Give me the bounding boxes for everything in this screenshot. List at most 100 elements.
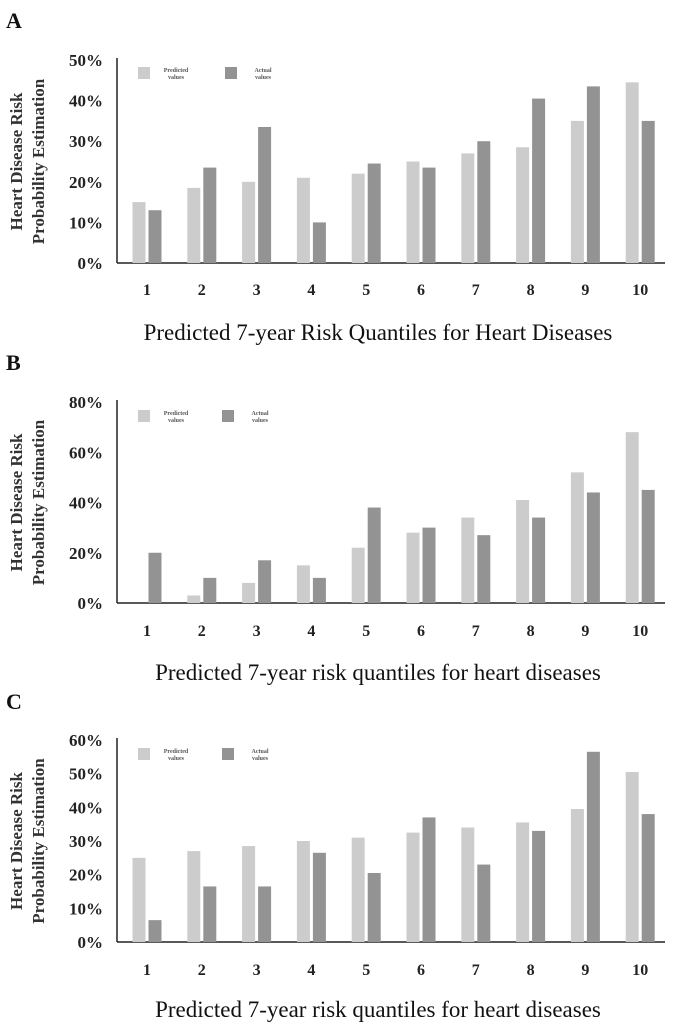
x-tick-label: 4 [307,623,315,640]
y-axis-label-line-1: Heart Disease Risk [7,433,26,571]
bar-predicted-9 [570,120,584,264]
bar-predicted-8 [516,822,530,942]
x-tick-label: 1 [143,282,151,299]
y-tick-label: 10% [69,213,103,232]
panel-letter: C [6,689,22,714]
legend-label-predicted: values [168,418,185,424]
x-tick-label: 2 [198,282,206,299]
bar-actual-8 [532,98,546,263]
bar-actual-2 [203,886,217,942]
bar-actual-6 [422,167,436,263]
bar-actual-10 [641,489,655,603]
bar-actual-1 [148,920,162,942]
x-tick-label: 10 [632,282,648,299]
y-tick-label: 0% [78,254,104,273]
legend-label-actual: values [252,756,269,762]
y-axis-label-line-1: Heart Disease Risk [7,92,26,230]
x-tick-label: 8 [527,623,535,640]
x-tick-label: 8 [527,282,535,299]
legend-swatch-actual [225,67,237,79]
bar-predicted-6 [406,832,420,942]
x-tick-label: 5 [362,282,370,299]
y-tick-label: 20% [69,173,103,192]
legend-label-predicted: Predicted [164,749,189,755]
bar-actual-10 [641,814,655,942]
bar-predicted-9 [570,809,584,942]
y-tick-label: 50% [69,765,103,784]
bar-predicted-1 [132,857,146,942]
bar-actual-2 [203,167,217,263]
bar-predicted-6 [406,532,420,603]
x-tick-label: 4 [307,282,315,299]
y-axis-label-line-2: Probability Estimation [29,758,48,924]
chart-panel-a: A Heart Disease Risk Probability Estimatio… [6,8,665,345]
bar-actual-9 [586,86,600,263]
bar-predicted-6 [406,161,420,263]
legend-swatch-predicted [138,67,150,79]
y-axis-label-line-2: Probability Estimation [29,78,48,244]
x-tick-label: 7 [472,282,480,299]
chart-panel-c: C Heart Disease Risk Probability Estimatio… [6,689,665,1022]
bar-actual-1 [148,210,162,263]
legend-label-predicted: Predicted [164,68,189,74]
bar-actual-3 [258,126,272,264]
x-tick-label: 1 [143,962,151,979]
bar-actual-7 [477,864,491,942]
bar-predicted-10 [625,82,639,263]
bar-actual-2 [203,577,217,603]
bar-predicted-8 [516,499,530,603]
bar-predicted-3 [242,846,256,942]
y-tick-label: 80% [69,393,103,412]
x-tick-label: 7 [472,623,480,640]
x-tick-label: 8 [527,962,535,979]
bar-actual-9 [586,751,600,942]
y-tick-label: 30% [69,132,103,151]
panel-letter: B [6,350,21,375]
legend-swatch-actual [222,410,234,422]
bar-actual-7 [477,141,491,263]
y-tick-label: 0% [78,933,104,952]
bar-predicted-9 [570,472,584,603]
y-tick-label: 40% [69,92,103,111]
bar-predicted-2 [187,595,201,603]
bar-actual-1 [148,552,162,603]
x-tick-label: 5 [362,623,370,640]
x-tick-label: 9 [581,623,589,640]
bar-actual-6 [422,527,436,603]
x-tick-label: 6 [417,623,425,640]
y-tick-label: 40% [69,798,103,817]
bar-actual-5 [367,872,381,942]
bar-predicted-2 [187,851,201,942]
x-tick-label: 3 [253,962,261,979]
x-tick-label: 5 [362,962,370,979]
x-tick-label: 9 [581,282,589,299]
bar-actual-9 [586,492,600,603]
bar-predicted-10 [625,432,639,603]
y-axis-label-line-1: Heart Disease Risk [7,772,26,910]
bar-predicted-1 [132,202,146,263]
x-tick-label: 10 [632,962,648,979]
x-tick-label: 1 [143,623,151,640]
legend-label-predicted: Predicted [164,411,189,417]
x-tick-label: 10 [632,623,648,640]
bar-predicted-4 [296,565,310,603]
y-tick-label: 20% [69,544,103,563]
y-tick-label: 0% [78,594,104,613]
x-tick-label: 6 [417,962,425,979]
y-tick-label: 40% [69,494,103,513]
bar-predicted-3 [242,582,256,603]
x-tick-label: 7 [472,962,480,979]
bar-actual-3 [258,560,272,603]
legend-label-actual: Actual [252,411,269,417]
bar-predicted-7 [461,153,475,263]
legend-swatch-actual [222,748,234,760]
y-tick-label: 50% [69,51,103,70]
legend-label-actual: Actual [255,68,272,74]
y-tick-label: 60% [69,731,103,750]
bar-actual-8 [532,517,546,603]
x-tick-label: 2 [198,962,206,979]
